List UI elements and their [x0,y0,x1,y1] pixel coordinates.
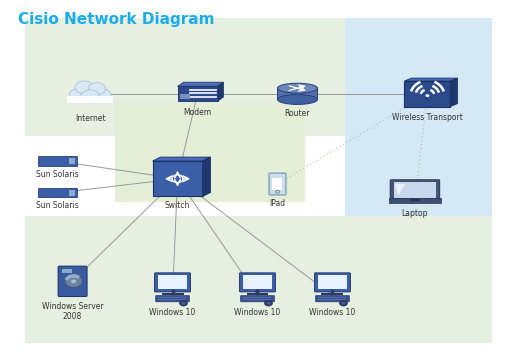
FancyBboxPatch shape [240,295,274,302]
Bar [388,198,440,204]
Circle shape [65,275,82,288]
Text: Modem: Modem [183,108,211,117]
Bar [158,297,186,298]
Bar [246,293,268,295]
Bar [115,103,304,202]
Bar [344,18,492,249]
Text: Windows Server
2008: Windows Server 2008 [42,302,103,321]
Text: Sun Solaris: Sun Solaris [36,201,79,210]
Bar [242,275,271,290]
Circle shape [88,83,105,95]
FancyBboxPatch shape [314,273,350,292]
FancyBboxPatch shape [239,273,275,292]
Bar [161,293,183,295]
Bar [68,190,74,196]
Polygon shape [217,82,223,101]
FancyBboxPatch shape [268,173,286,195]
FancyBboxPatch shape [155,295,189,302]
Bar [272,178,282,190]
Circle shape [341,302,345,305]
Circle shape [181,302,185,305]
Bar [242,297,270,298]
Circle shape [179,300,187,306]
Bar [177,86,217,101]
Bar [317,299,345,300]
Bar [317,297,345,298]
Polygon shape [394,184,404,196]
Polygon shape [202,157,210,196]
Bar [68,158,74,164]
Circle shape [75,81,93,94]
Text: Sun Solaris: Sun Solaris [36,170,79,179]
Bar [242,299,270,300]
Bar [277,88,317,100]
FancyBboxPatch shape [389,180,439,201]
Ellipse shape [277,95,317,104]
Circle shape [339,300,347,306]
Circle shape [425,94,429,97]
Bar [152,161,202,196]
Text: IPad: IPad [269,199,285,208]
Bar [67,96,112,103]
Text: Laptop: Laptop [401,209,428,218]
Bar [158,299,186,300]
Bar [409,199,419,201]
Ellipse shape [277,83,317,93]
Bar [179,94,189,99]
Circle shape [69,89,86,101]
Polygon shape [177,82,223,86]
Text: Windows 10: Windows 10 [234,308,280,317]
Bar [62,269,72,273]
Text: Wireless Transport: Wireless Transport [391,113,462,122]
Bar [404,81,449,106]
Text: Router: Router [284,109,309,118]
FancyBboxPatch shape [315,295,349,302]
Text: Internet: Internet [75,114,105,123]
Polygon shape [152,157,210,161]
Text: Switch: Switch [164,201,190,210]
Bar [317,275,346,290]
Text: Cisio Network Diagram: Cisio Network Diagram [17,12,214,27]
Bar [25,18,377,136]
Circle shape [81,90,99,103]
Bar [38,156,77,166]
Circle shape [266,302,270,305]
Bar [158,275,187,290]
FancyBboxPatch shape [58,266,87,296]
Bar [321,293,343,295]
Circle shape [94,89,111,101]
Circle shape [264,300,272,306]
FancyBboxPatch shape [154,273,190,292]
Bar [38,188,77,197]
Circle shape [71,279,76,283]
Bar [25,216,491,343]
Text: Windows 10: Windows 10 [309,308,355,317]
Polygon shape [404,78,457,81]
Bar [393,182,435,198]
Polygon shape [449,78,457,106]
Text: Windows 10: Windows 10 [149,308,195,317]
Circle shape [77,84,97,99]
